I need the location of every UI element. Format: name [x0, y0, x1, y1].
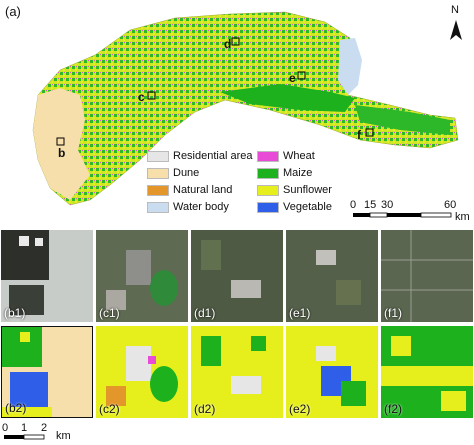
scale-unit: km: [455, 211, 470, 223]
legend-swatch: [257, 151, 279, 162]
maize-band: [220, 84, 355, 112]
overview-map: [32, 11, 462, 218]
tile-d2: (d2): [191, 326, 283, 418]
north-arrow-icon: [450, 20, 462, 40]
scale-bar: [353, 212, 452, 218]
legend-swatch: [257, 185, 279, 196]
legend-swatch: [147, 168, 169, 179]
scale-tick: 1: [21, 422, 28, 434]
tile-b1: (b1): [1, 230, 93, 322]
water-region: [338, 38, 362, 95]
scale-tick: 60: [444, 199, 457, 211]
scale-tick: 30: [381, 199, 394, 211]
dune-region: [33, 88, 90, 200]
scale-unit: km: [56, 430, 71, 442]
bottom-scale-bar: 0 1 2 km: [0, 422, 120, 445]
tile-f1: (f1): [381, 230, 473, 322]
tile-c1: (c1): [96, 230, 188, 322]
legend: Residential area Dune Natural land Water…: [147, 150, 347, 220]
tile-f2: (f2): [381, 326, 473, 418]
tile-e1: (e1): [286, 230, 378, 322]
tile-d1: (d1): [191, 230, 283, 322]
scale-tick: 0: [350, 199, 357, 211]
legend-swatch: [257, 168, 279, 179]
legend-swatch: [257, 202, 279, 213]
north-label: N: [451, 4, 459, 16]
overview-map-panel: (a) N b c d e f Residential area Dune Na…: [5, 4, 470, 223]
tile-b2: (b2): [1, 326, 93, 418]
tile-c2: (c2): [96, 326, 188, 418]
legend-swatch: [147, 202, 169, 213]
legend-swatch: [147, 151, 169, 162]
subset-tiles: (b1) (c1) (d1) (e1) (f1) (b2) (c2) (d2) …: [0, 230, 474, 424]
scale-tick: 0: [2, 422, 9, 434]
site-f-label: f: [357, 128, 361, 142]
site-e-label: e: [289, 71, 296, 85]
scale-tick: 15: [364, 199, 377, 211]
tile-e2: (e2): [286, 326, 378, 418]
site-c-label: c: [138, 90, 145, 104]
site-d-label: d: [224, 37, 232, 51]
site-b-label: b: [58, 146, 66, 160]
legend-swatch: [147, 185, 169, 196]
panel-a-tag: (a): [5, 4, 21, 19]
scale-tick: 2: [41, 422, 48, 434]
